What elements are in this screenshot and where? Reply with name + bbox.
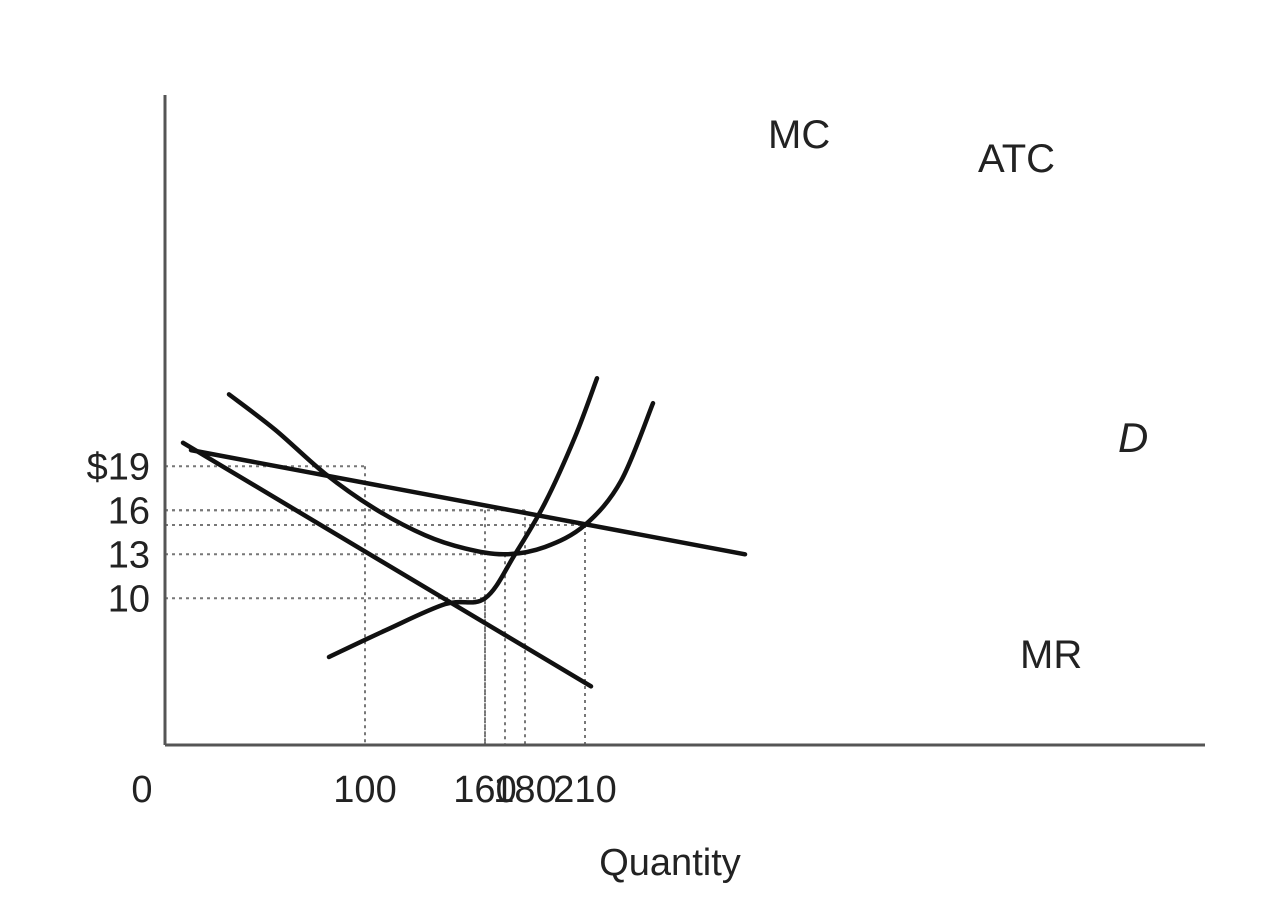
curve-atc	[226, 392, 656, 557]
curves	[180, 376, 748, 689]
y-tick-label: $19	[87, 446, 150, 488]
y-tick-label: 10	[108, 578, 150, 620]
origin-label: 0	[131, 769, 152, 811]
y-tick-label: 13	[108, 534, 150, 576]
mr-label: MR	[1020, 633, 1082, 677]
x-axis-title: Quantity	[599, 842, 741, 884]
curve-mc	[326, 376, 600, 660]
y-tick-label: 16	[108, 490, 150, 532]
mc-label: MC	[768, 113, 830, 157]
x-tick-label: 100	[333, 769, 396, 811]
curve-labels: MC ATC D MR	[768, 113, 1148, 677]
curve-mr	[180, 440, 594, 689]
curve-d	[188, 447, 748, 557]
x-tick-label: 160	[453, 769, 516, 811]
x-tick-label: 210	[553, 769, 616, 811]
x-tick-label: 180	[493, 769, 556, 811]
d-label: D	[1118, 414, 1148, 461]
atc-label: ATC	[978, 137, 1055, 181]
